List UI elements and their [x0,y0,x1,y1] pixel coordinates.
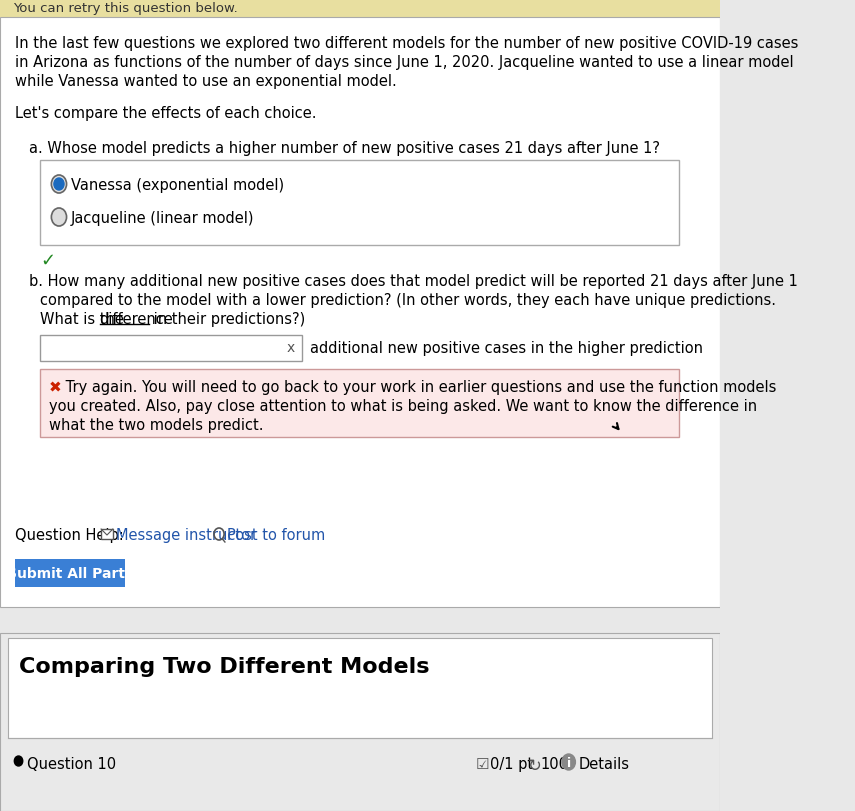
Text: You can retry this question below.: You can retry this question below. [13,2,238,15]
Text: What is the: What is the [40,311,129,327]
Text: Comparing Two Different Models: Comparing Two Different Models [19,656,429,676]
Text: Details: Details [579,756,630,771]
FancyBboxPatch shape [40,161,679,246]
FancyBboxPatch shape [0,0,720,18]
Text: compared to the model with a lower prediction? (In other words, they each have u: compared to the model with a lower predi… [40,293,776,307]
Text: Jacqueline (linear model): Jacqueline (linear model) [71,211,254,225]
Text: Try again. You will need to go back to your work in earlier questions and use th: Try again. You will need to go back to y… [61,380,776,394]
FancyBboxPatch shape [0,633,720,811]
Text: b. How many additional new positive cases does that model predict will be report: b. How many additional new positive case… [29,273,799,289]
FancyBboxPatch shape [101,530,113,539]
Text: additional new positive cases in the higher prediction: additional new positive cases in the hig… [310,341,703,355]
FancyBboxPatch shape [40,370,679,437]
Text: you created. Also, pay close attention to what is being asked. We want to know t: you created. Also, pay close attention t… [49,398,757,414]
Text: what the two models predict.: what the two models predict. [49,418,263,432]
Text: Let's compare the effects of each choice.: Let's compare the effects of each choice… [15,106,316,121]
FancyBboxPatch shape [15,560,125,587]
Text: in Arizona as functions of the number of days since June 1, 2020. Jacqueline wan: in Arizona as functions of the number of… [15,55,793,70]
Text: in their predictions?): in their predictions?) [149,311,305,327]
Text: 0/1 pt: 0/1 pt [490,756,534,771]
Text: Question 10: Question 10 [27,756,116,771]
Text: In the last few questions we explored two different models for the number of new: In the last few questions we explored tw… [15,36,799,51]
Text: difference: difference [99,311,174,327]
Text: while Vanessa wanted to use an exponential model.: while Vanessa wanted to use an exponenti… [15,74,397,89]
FancyBboxPatch shape [40,336,302,362]
Text: Submit All Parts: Submit All Parts [7,566,133,581]
FancyBboxPatch shape [0,18,720,607]
Circle shape [562,754,575,770]
Text: Vanessa (exponential model): Vanessa (exponential model) [71,178,284,193]
Circle shape [54,178,64,191]
Circle shape [51,208,67,227]
FancyBboxPatch shape [0,611,720,633]
Text: Message instructor: Message instructor [116,527,256,543]
Text: x: x [286,341,295,354]
Circle shape [15,756,23,766]
Text: ↻: ↻ [528,756,542,774]
Circle shape [51,176,67,194]
Text: ✓: ✓ [40,251,56,270]
Text: Question Help:: Question Help: [15,527,124,543]
Text: ✖: ✖ [49,380,62,394]
Text: ☑: ☑ [476,756,490,771]
Text: Post to forum: Post to forum [227,527,326,543]
Text: i: i [568,756,571,769]
FancyBboxPatch shape [9,638,712,738]
Text: 100: 100 [541,756,569,771]
Text: a. Whose model predicts a higher number of new positive cases 21 days after June: a. Whose model predicts a higher number … [29,141,660,156]
